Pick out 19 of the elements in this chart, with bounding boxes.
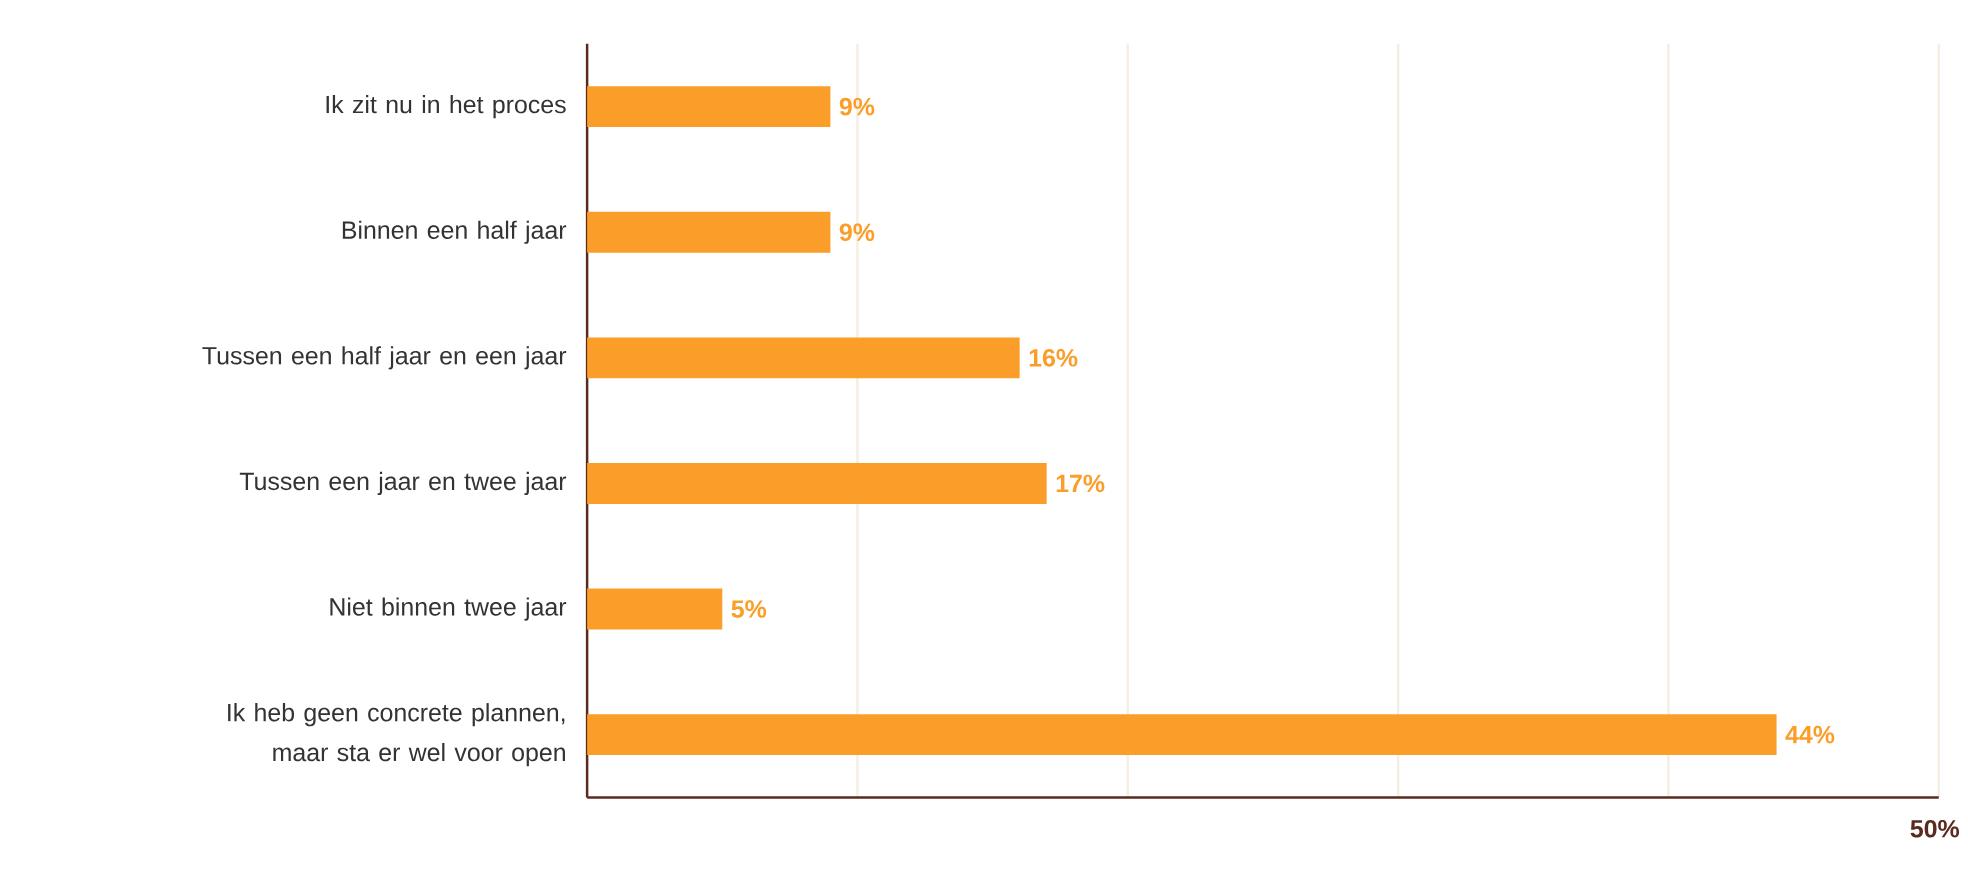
bar [587,337,1020,379]
y-tick-label: Tussen een half jaar en een jaar [202,346,567,370]
bar [587,86,831,128]
bar [587,211,831,253]
data-label: 16% [1029,348,1078,367]
y-tick-label: Binnen een half jaar [342,220,567,244]
bar [587,588,723,630]
data-label: 5% [731,600,767,618]
data-label: 9% [839,97,875,116]
y-tick-label: Ik zit nu in het proces [326,94,566,119]
y-tick-label: Ik heb geen concrete plannen, maar sta er wel voor open [228,703,565,767]
x-tick-label: 50% [1910,819,1960,838]
y-tick-label: Tussen een jaar en twee jaar [239,471,567,495]
bar [587,462,1047,504]
y-tick-label: Niet binnen twee jaar [330,597,567,621]
data-label: 44% [1785,725,1835,744]
data-label: 9% [839,223,875,242]
data-label: 17% [1056,474,1105,493]
bar [587,714,1777,756]
